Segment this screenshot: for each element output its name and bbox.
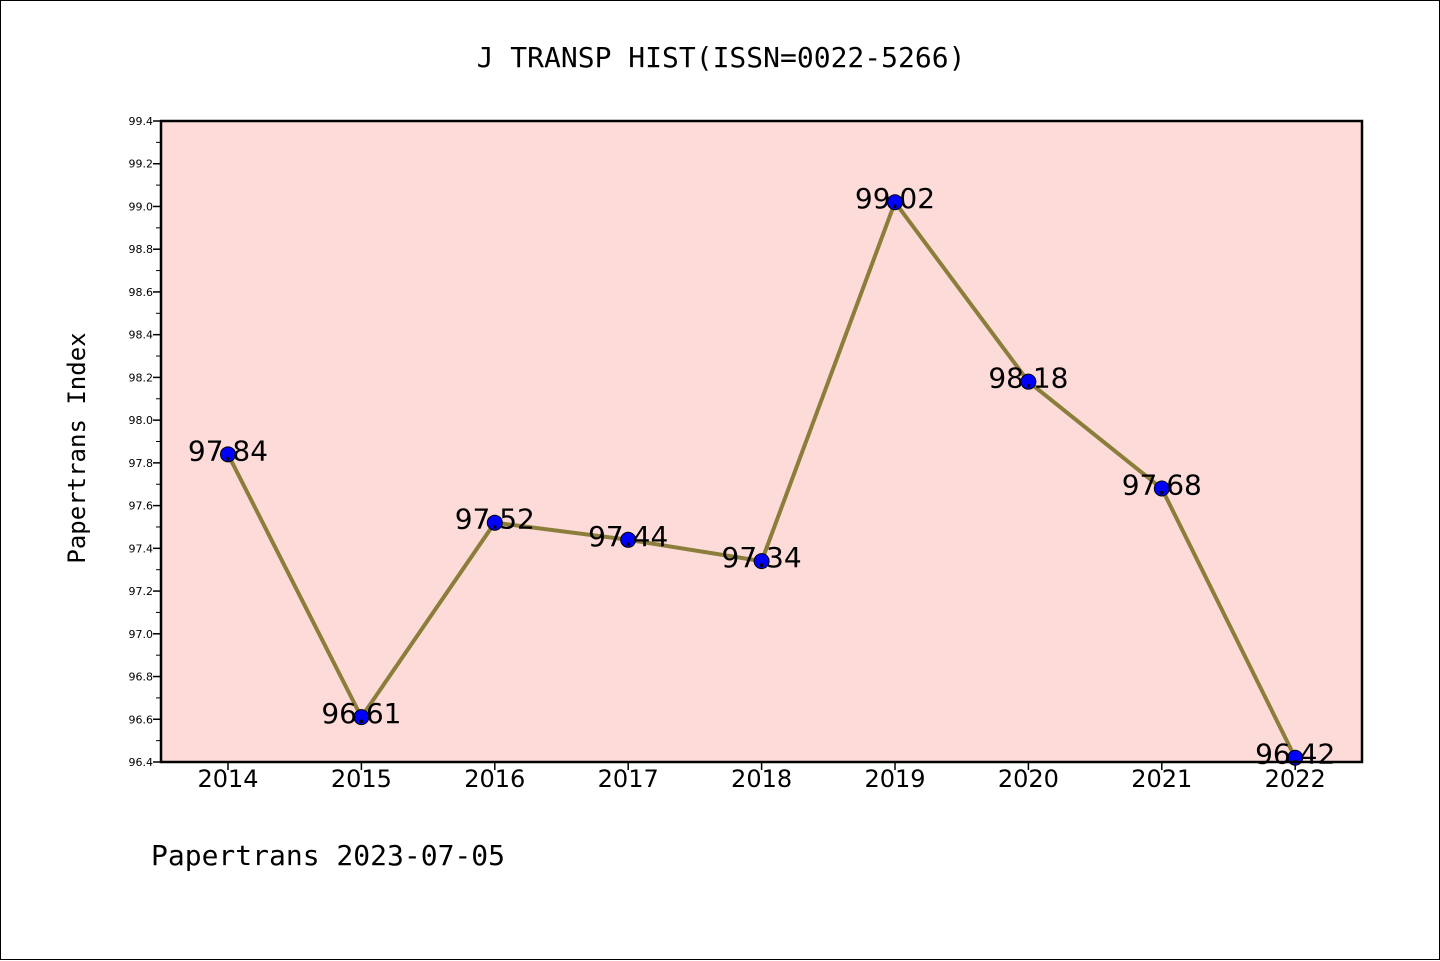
x-tick-label: 2018 [731, 765, 792, 793]
data-label: 97.68 [1122, 469, 1202, 502]
y-tick-label: 97.8 [129, 457, 154, 470]
data-point [486, 514, 503, 531]
y-tick-label: 97.6 [129, 500, 154, 513]
y-tick-label: 99.4 [129, 115, 154, 128]
data-label: 99.02 [855, 182, 935, 215]
y-tick-label: 97.0 [129, 628, 154, 641]
x-tick-label: 2021 [1131, 765, 1192, 793]
plot-border [159, 119, 1364, 764]
data-point [1020, 373, 1037, 390]
x-tick-label: 2016 [464, 765, 525, 793]
data-point [887, 194, 903, 211]
y-tick-label: 98.8 [129, 243, 154, 256]
x-tick-label: 2020 [998, 765, 1059, 793]
data-label: 97.34 [722, 541, 802, 574]
plot-area [161, 121, 1362, 762]
y-tick-label: 96.8 [129, 671, 154, 684]
data-label: 98.18 [988, 362, 1068, 395]
data-point [753, 553, 770, 570]
x-tick-label: 2017 [598, 765, 659, 793]
y-axis-label: Papertrans Index [63, 332, 91, 563]
y-tick-label: 96.4 [129, 756, 154, 769]
data-point [353, 709, 370, 726]
data-label: 96.61 [321, 697, 401, 730]
data-label: 97.84 [188, 434, 268, 467]
x-tick-label: 2019 [864, 765, 925, 793]
y-tick-label: 99.2 [129, 158, 154, 171]
data-label: 97.52 [455, 503, 535, 536]
y-tick-label: 98.2 [129, 371, 154, 384]
x-tick-label: 2022 [1265, 765, 1326, 793]
y-tick-label: 99.0 [129, 200, 154, 213]
x-tick-label: 2014 [197, 765, 258, 793]
chart-title: J TRANSP HIST(ISSN=0022-5266) [477, 41, 966, 74]
data-label: 97.44 [588, 520, 668, 553]
y-tick-label: 98.0 [129, 414, 154, 427]
footer-text: Papertrans 2023-07-05 [151, 839, 505, 872]
data-label: 96.42 [1255, 738, 1335, 771]
y-tick-label: 98.4 [129, 329, 154, 342]
y-tick-label: 98.6 [129, 286, 154, 299]
data-labels: 97.84 96.61 97.52 97.44 97.34 99.02 98.18 97.68… [188, 182, 1335, 771]
data-point [220, 446, 236, 463]
x-axis: 2014 2015 2016 2017 2018 2019 2020 2021 2022 [197, 762, 1326, 793]
y-tick-label: 97.2 [129, 585, 154, 598]
x-tick-label: 2015 [331, 765, 392, 793]
data-markers [220, 194, 1304, 766]
y-tick-label: 97.4 [129, 542, 154, 555]
data-point [1153, 480, 1170, 497]
y-tick-label: 96.6 [129, 713, 154, 726]
y-axis: 96.4 96.6 96.8 97.0 97.2 97.4 97.6 97.8 98.0 98.2… [129, 115, 161, 769]
data-point [620, 531, 637, 548]
